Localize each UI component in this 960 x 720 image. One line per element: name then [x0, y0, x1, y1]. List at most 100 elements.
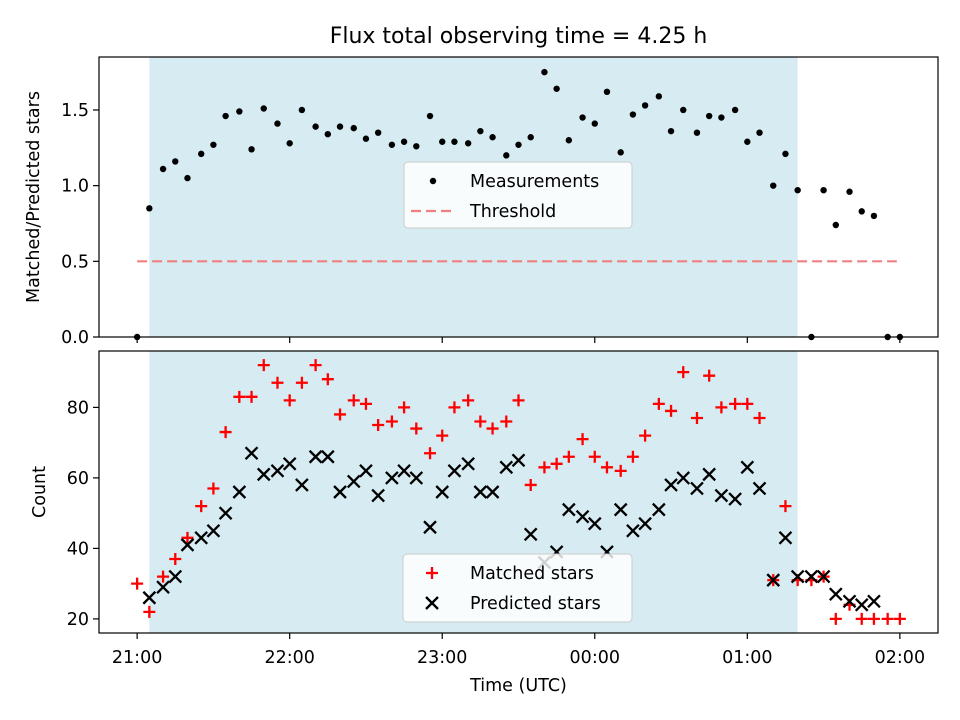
matched-star-point — [321, 373, 334, 386]
matched-star-point — [462, 394, 475, 407]
predicted-star-point — [409, 471, 424, 485]
predicted-star-point — [828, 587, 843, 602]
matched-star-point — [576, 433, 589, 446]
legend-matched-label: Matched stars — [470, 564, 594, 584]
measurement-point — [527, 134, 534, 141]
matched-star-point — [143, 605, 156, 618]
matched-star-point — [271, 376, 284, 389]
predicted-star-point — [714, 488, 729, 503]
predicted-star-point — [652, 502, 666, 517]
matched-star-point — [867, 612, 880, 625]
measurement-point — [350, 124, 357, 132]
matched-star-point — [881, 612, 894, 625]
top-panel: 0.0 0.5 1.0 1.5 Matched/Predicted stars Mea… — [24, 56, 939, 348]
top-y-ticks: 0.0 0.5 1.0 1.5 — [61, 101, 99, 348]
predicted-star-point — [168, 569, 183, 584]
predicted-star-point — [397, 464, 411, 478]
measurement-point — [503, 152, 510, 159]
matched-star-point — [829, 612, 842, 625]
predicted-star-point — [473, 485, 488, 499]
measurement-point — [374, 129, 382, 136]
y-tick-label: 80 — [67, 398, 89, 418]
legend-measurements-label: Measurements — [470, 172, 599, 192]
legend-measurements-marker — [429, 177, 437, 185]
measurement-point — [846, 188, 853, 195]
predicted-star-point — [333, 485, 347, 499]
measurement-point — [477, 127, 484, 135]
bottom-axes-frame — [98, 350, 939, 634]
predicted-star-point — [587, 516, 602, 531]
matched-star-point — [614, 464, 627, 477]
matched-star-point — [665, 404, 678, 417]
matched-star-point — [157, 570, 170, 583]
measurement-point — [858, 208, 865, 215]
matched-star-point — [257, 359, 270, 372]
measurement-point — [744, 138, 751, 145]
predicted-star-point — [638, 516, 652, 531]
measurement-point — [782, 150, 789, 158]
matched-star-point — [181, 531, 194, 544]
matched-star-point — [398, 401, 411, 414]
predicted-star-point — [206, 523, 221, 538]
matched-star-point — [347, 394, 360, 407]
y-tick-label: 0.0 — [61, 328, 89, 348]
matched-star-point — [600, 461, 613, 474]
matched-star-point — [169, 552, 182, 565]
matched-star-point — [741, 397, 754, 410]
predicted-star-point — [156, 580, 170, 594]
bottom-legend: Matched stars Predicted stars — [402, 553, 633, 623]
predicted-star-point — [790, 569, 805, 584]
measurement-point — [629, 111, 637, 118]
predicted-star-point — [511, 453, 526, 468]
measurement-point — [298, 106, 306, 114]
measurement-point — [820, 186, 827, 194]
matched-star-point — [729, 397, 742, 410]
predicted-star-point — [562, 502, 576, 517]
predicted-star-point — [676, 471, 691, 485]
measurement-point — [667, 127, 675, 135]
top-legend-box — [403, 161, 633, 229]
matched-star-point — [550, 457, 563, 470]
bottom-x-ticks: 21:00 22:00 23:00 00:00 01:00 02:00 — [112, 633, 925, 668]
measurement-point — [426, 112, 434, 120]
measurement-point — [579, 114, 586, 121]
predicted-star-point — [867, 594, 881, 609]
measurement-point — [362, 135, 370, 142]
measurement-point — [236, 108, 243, 115]
predicted-star-point — [359, 464, 373, 478]
predicted-star-point — [842, 594, 857, 609]
measurement-point — [184, 174, 191, 182]
measurement-point — [274, 120, 281, 127]
measurement-points — [133, 68, 904, 341]
matched-star-point — [753, 411, 766, 424]
predicted-star-point — [778, 531, 793, 545]
predicted-star-point — [816, 569, 831, 584]
measurement-point — [260, 105, 267, 112]
y-tick-label: 1.0 — [61, 177, 89, 197]
top-x-ticks — [136, 337, 901, 343]
measurement-point — [770, 182, 777, 189]
measurement-point — [655, 93, 663, 100]
matched-star-point — [779, 500, 792, 513]
matched-star-point — [512, 394, 525, 407]
matched-star-point — [207, 482, 220, 495]
bottom-legend-box — [402, 553, 633, 623]
top-axes-frame — [98, 56, 939, 338]
matched-star-point — [715, 401, 728, 414]
matched-star-point — [410, 422, 423, 435]
matched-star-point — [131, 577, 144, 590]
measurement-point — [553, 85, 560, 92]
measurement-point — [680, 106, 687, 114]
matched-star-point — [359, 397, 372, 410]
predicted-star-point — [523, 527, 538, 542]
y-tick-label: 60 — [67, 469, 89, 489]
matched-star-point — [372, 419, 385, 432]
x-tick-label: 00:00 — [570, 648, 620, 668]
matched-star-point — [690, 411, 703, 424]
predicted-star-point — [321, 449, 335, 464]
measurement-point — [312, 123, 319, 130]
predicted-star-point — [613, 502, 628, 517]
measurement-point — [464, 140, 472, 147]
measurement-point — [603, 88, 611, 96]
measurement-point — [286, 140, 293, 147]
